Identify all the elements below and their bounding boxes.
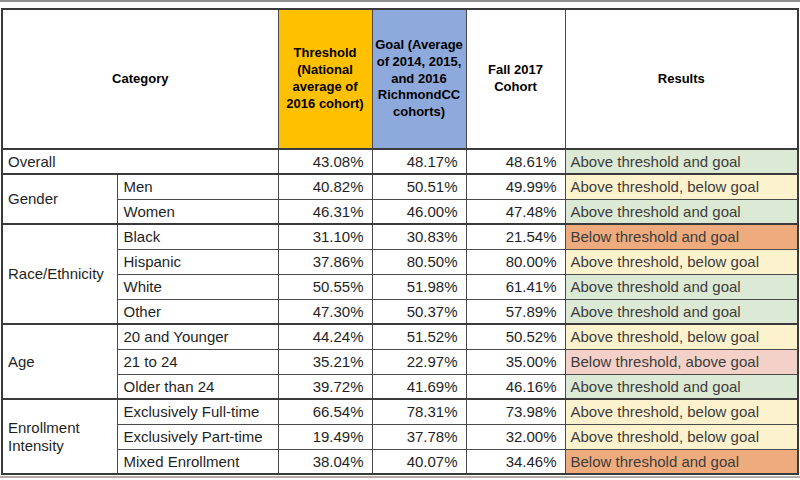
subcategory-cell: Men [117,174,278,199]
subcategory-cell: Mixed Enrollment [117,449,278,474]
subcategory-cell: 20 and Younger [117,324,278,349]
goal-cell: 78.31% [372,399,466,424]
fall-2017-cell: 35.00% [466,349,565,374]
table-row-21-to-24: 21 to 24 35.21% 22.97% 35.00% Below thre… [2,349,798,374]
threshold-cell: 44.24% [278,324,372,349]
result-cell: Above threshold, below goal [565,174,798,199]
result-cell: Above threshold, below goal [565,424,798,449]
table-row-black: Race/Ethnicity Black 31.10% 30.83% 21.54… [2,224,798,249]
bottom-edge-divider [0,476,800,478]
category-cell: Enrollment Intensity [2,399,117,474]
threshold-cell: 39.72% [278,374,372,399]
result-cell: Above threshold, below goal [565,399,798,424]
table-row-women: Women 46.31% 46.00% 47.48% Above thresho… [2,199,798,224]
result-cell: Below threshold and goal [565,449,798,474]
goal-cell: 22.97% [372,349,466,374]
table-row-men: Gender Men 40.82% 50.51% 49.99% Above th… [2,174,798,199]
goal-cell: 51.98% [372,274,466,299]
goal-cell: 50.51% [372,174,466,199]
col-header-category: Category [2,9,278,149]
threshold-cell: 43.08% [278,149,372,174]
table-row-mixed-enrollment: Mixed Enrollment 38.04% 40.07% 34.46% Be… [2,449,798,474]
category-cell: Age [2,324,117,399]
table-row-white: White 50.55% 51.98% 61.41% Above thresho… [2,274,798,299]
fall-2017-cell: 49.99% [466,174,565,199]
col-header-fall-2017-cohort: Fall 2017 Cohort [466,9,565,149]
threshold-cell: 46.31% [278,199,372,224]
goal-cell: 37.78% [372,424,466,449]
threshold-cell: 47.30% [278,299,372,324]
col-header-results: Results [565,9,798,149]
subcategory-cell: 21 to 24 [117,349,278,374]
subcategory-cell: Other [117,299,278,324]
goal-cell: 51.52% [372,324,466,349]
col-header-threshold: Threshold (National average of 2016 coho… [278,9,372,149]
table-row-older-than-24: Older than 24 39.72% 41.69% 46.16% Above… [2,374,798,399]
result-cell: Above threshold and goal [565,374,798,399]
threshold-cell: 37.86% [278,249,372,274]
category-cell: Overall [2,149,278,174]
goal-cell: 80.50% [372,249,466,274]
goal-cell: 50.37% [372,299,466,324]
fall-2017-cell: 80.00% [466,249,565,274]
threshold-cell: 38.04% [278,449,372,474]
fall-2017-cell: 47.48% [466,199,565,224]
header-row: Category Threshold (National average of … [2,9,798,149]
fall-2017-cell: 32.00% [466,424,565,449]
result-cell: Above threshold and goal [565,199,798,224]
col-header-goal: Goal (Average of 2014, 2015, and 2016 Ri… [372,9,466,149]
fall-2017-cell: 50.52% [466,324,565,349]
fall-2017-cell: 73.98% [466,399,565,424]
table-row-exclusively-part-time: Exclusively Part-time 19.49% 37.78% 32.0… [2,424,798,449]
subcategory-cell: Hispanic [117,249,278,274]
subcategory-cell: Exclusively Full-time [117,399,278,424]
subcategory-cell: White [117,274,278,299]
benchmark-results-table: Category Threshold (National average of … [1,8,799,475]
subcategory-cell: Exclusively Part-time [117,424,278,449]
threshold-cell: 35.21% [278,349,372,374]
table-row-hispanic: Hispanic 37.86% 80.50% 80.00% Above thre… [2,249,798,274]
category-cell: Gender [2,174,117,224]
subcategory-cell: Women [117,199,278,224]
goal-cell: 46.00% [372,199,466,224]
goal-cell: 40.07% [372,449,466,474]
fall-2017-cell: 48.61% [466,149,565,174]
subcategory-cell: Older than 24 [117,374,278,399]
goal-cell: 41.69% [372,374,466,399]
threshold-cell: 31.10% [278,224,372,249]
result-cell: Below threshold, above goal [565,349,798,374]
result-cell: Below threshold and goal [565,224,798,249]
category-cell: Race/Ethnicity [2,224,117,324]
result-cell: Above threshold and goal [565,149,798,174]
threshold-cell: 19.49% [278,424,372,449]
table-row-other: Other 47.30% 50.37% 57.89% Above thresho… [2,299,798,324]
goal-cell: 48.17% [372,149,466,174]
table-row-overall: Overall 43.08% 48.17% 48.61% Above thres… [2,149,798,174]
result-cell: Above threshold and goal [565,274,798,299]
screenshot-canvas: Category Threshold (National average of … [0,0,800,480]
result-cell: Above threshold and goal [565,299,798,324]
table-row-exclusively-full-time: Enrollment Intensity Exclusively Full-ti… [2,399,798,424]
fall-2017-cell: 61.41% [466,274,565,299]
table-row-20-and-younger: Age 20 and Younger 44.24% 51.52% 50.52% … [2,324,798,349]
result-cell: Above threshold, below goal [565,324,798,349]
threshold-cell: 50.55% [278,274,372,299]
top-edge-divider [0,0,800,2]
threshold-cell: 40.82% [278,174,372,199]
threshold-cell: 66.54% [278,399,372,424]
fall-2017-cell: 46.16% [466,374,565,399]
fall-2017-cell: 34.46% [466,449,565,474]
fall-2017-cell: 57.89% [466,299,565,324]
subcategory-cell: Black [117,224,278,249]
goal-cell: 30.83% [372,224,466,249]
result-cell: Above threshold, below goal [565,249,798,274]
fall-2017-cell: 21.54% [466,224,565,249]
